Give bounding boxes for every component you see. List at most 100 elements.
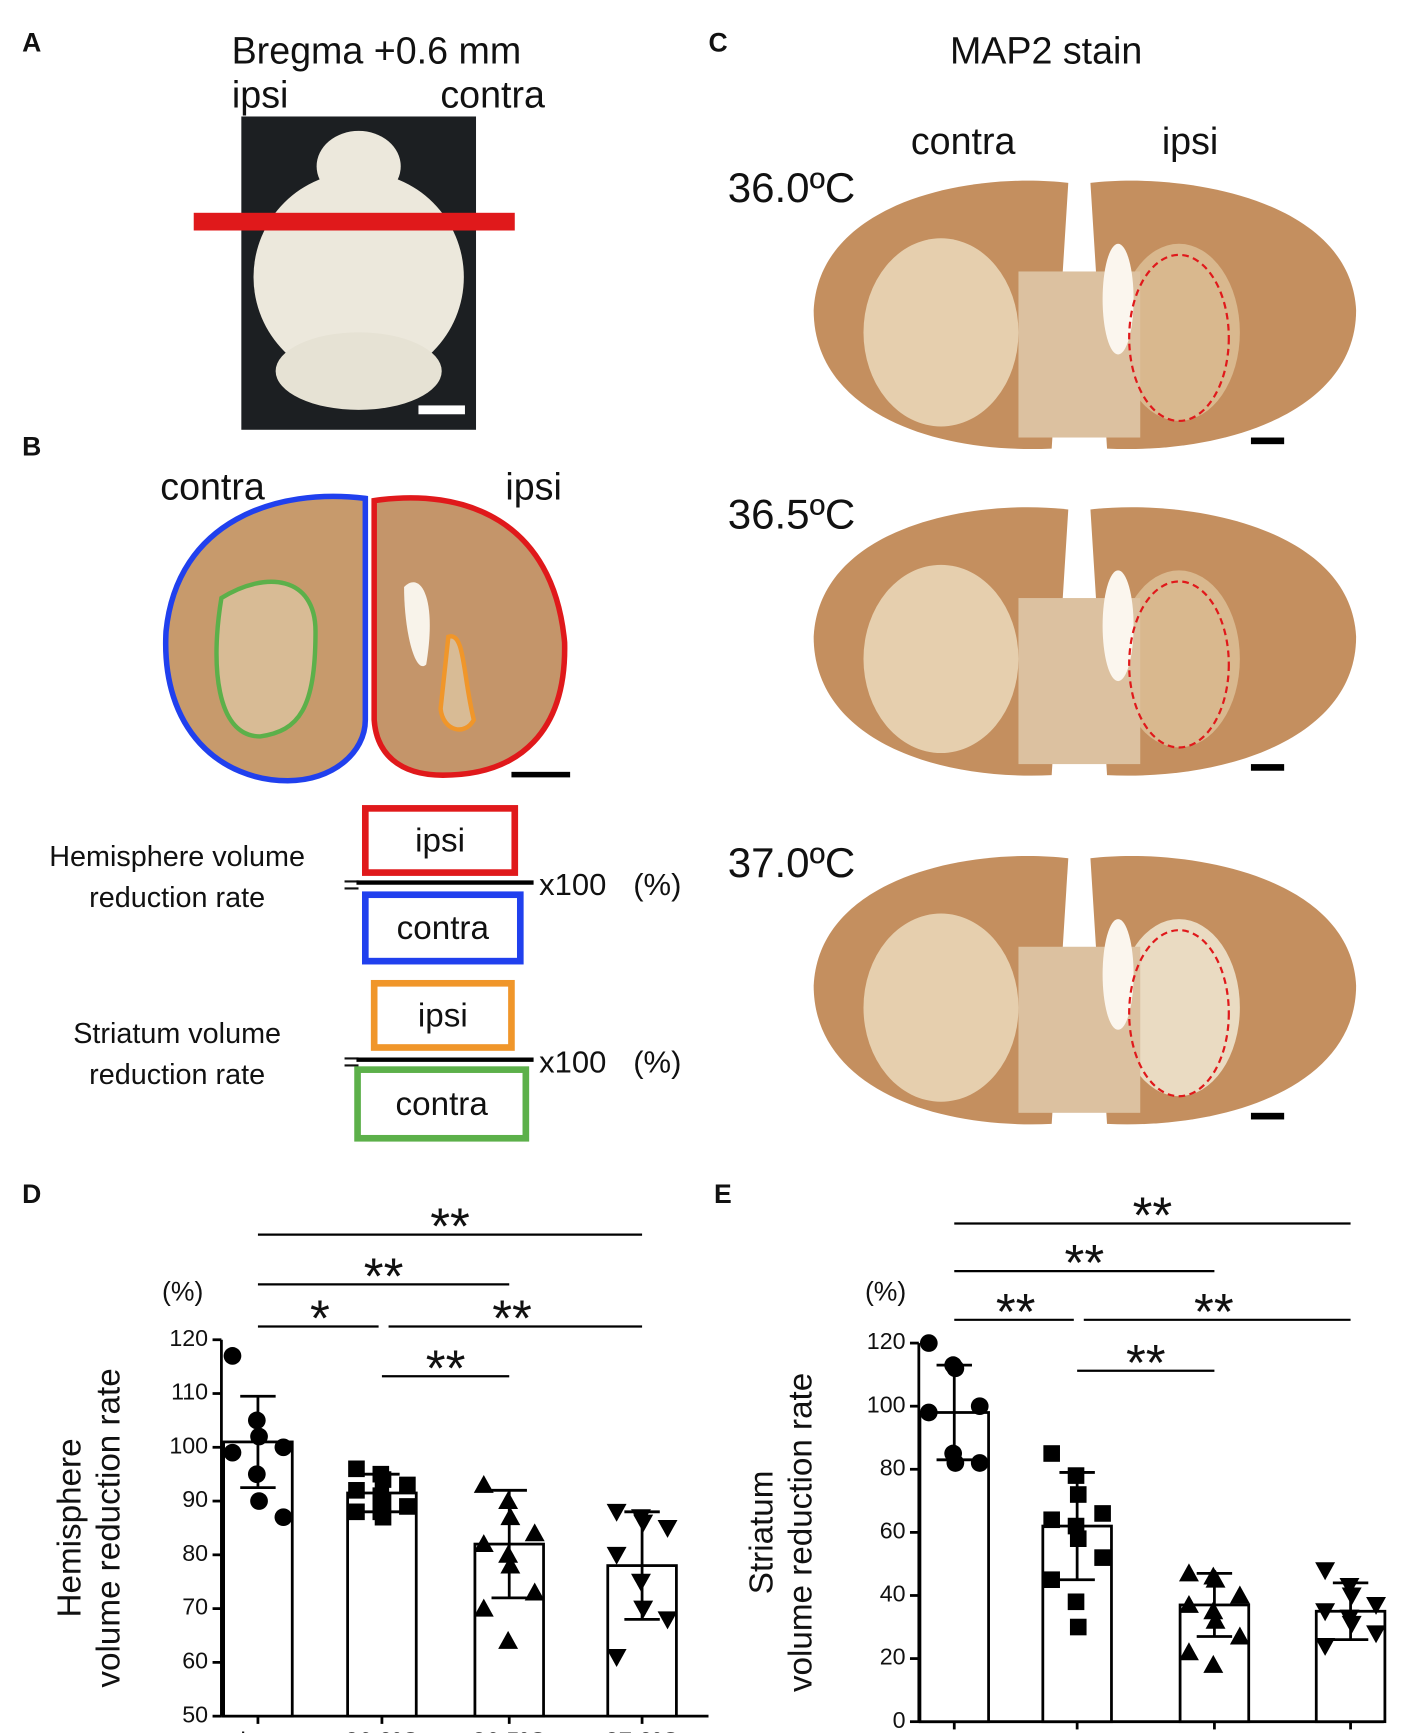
brain-slice [813,180,1357,450]
point [473,1474,494,1493]
y-tick-label: 50 [182,1701,208,1727]
side-label: ipsi [1162,120,1218,162]
scale-bar [1250,764,1285,771]
y-tick-label: 100 [169,1432,208,1458]
point [1229,1626,1250,1645]
point [473,1598,494,1617]
significance-label: ** [492,1289,532,1346]
side-label: ipsi [232,74,288,116]
ventricle [1102,919,1134,1030]
equals: = [343,870,360,902]
y-tick-label: 80 [880,1454,906,1480]
point [970,1454,989,1472]
striatum [1118,919,1240,1097]
y-tick-label: 0 [893,1707,906,1733]
point [1043,1571,1060,1589]
brain-slice [813,507,1357,776]
equation-name: reduction rate [89,1059,265,1091]
point [1094,1505,1111,1522]
factor: x100 [539,867,606,902]
significance-label: ** [996,1283,1036,1340]
bar [346,1491,418,1718]
brain-slice [163,493,571,784]
scale-bar [1250,1112,1285,1120]
point [1043,1511,1060,1529]
point [524,1523,545,1542]
y-tick-label: 120 [867,1328,906,1354]
point [348,1460,365,1478]
point [606,1649,627,1667]
error-bar [1059,1471,1095,1582]
panel-label: A [22,28,41,58]
side-label: contra [911,120,1016,162]
denominator: contra [396,1086,489,1123]
panel-title: Bregma +0.6 mm [232,29,522,71]
box [361,891,524,965]
y-axis-label: Striatum [744,1471,781,1595]
point [250,1492,268,1510]
striatum [863,564,1019,754]
point [1178,1563,1199,1582]
point [1315,1637,1336,1656]
point [606,1546,627,1565]
side-label: contra [160,465,265,507]
side-label: ipsi [505,465,561,507]
point [274,1438,293,1457]
point [919,1403,938,1422]
significance-label: ** [1194,1283,1234,1340]
error-bar [364,1472,400,1514]
error-bar [1332,1581,1369,1642]
point [657,1611,678,1630]
point [919,1334,938,1352]
point [1229,1585,1250,1604]
equation-name: reduction rate [89,882,265,914]
row-label: 37.0ºC [728,839,856,886]
y-tick-label: 100 [867,1391,906,1417]
box [361,805,519,876]
point [274,1508,293,1527]
brain-slice [813,855,1357,1125]
significance-label: ** [426,1339,466,1396]
significance-label: ** [364,1247,404,1304]
x-tick-label: 36.5ºC [472,1728,546,1733]
y-unit: (%) [865,1276,906,1306]
box [370,979,515,1051]
y-unit: (%) [162,1276,203,1306]
error-bar [1196,1572,1233,1638]
point [1067,1593,1085,1611]
panel-title: MAP2 stain [950,29,1142,71]
panel-label: E [714,1179,732,1209]
point [498,1630,519,1649]
equation-name: Hemisphere volume [49,841,305,873]
significance-label: ** [1126,1334,1166,1391]
chart: D 50 60 70 80 90 100 110 120 (%) Hemisphere volume … [22,1179,709,1733]
y-tick-label: 60 [182,1648,208,1674]
point [1366,1596,1387,1615]
unit: (%) [633,867,681,902]
error-bar [936,1363,972,1462]
equation-name: Striatum volume [73,1018,281,1050]
point [1069,1618,1087,1636]
ventricle [1102,243,1134,355]
y-tick-label: 60 [880,1518,906,1544]
x-tick-label: 36.0ºC [345,1728,419,1733]
y-axis-label: Hemisphere [52,1438,89,1617]
point [473,1534,494,1553]
point [1178,1642,1199,1661]
significance-label: ** [430,1198,470,1255]
row-label: 36.0ºC [728,164,856,211]
point [348,1482,365,1499]
unit: (%) [633,1044,681,1079]
y-tick-label: 40 [880,1581,906,1607]
y-tick-label: 70 [182,1594,208,1620]
striatum [863,913,1019,1102]
scale-bar [1250,437,1285,445]
point [1203,1654,1224,1673]
point [1366,1625,1387,1644]
point [399,1498,416,1515]
y-axis-label: volume reduction rate [90,1368,127,1687]
significance-label: ** [1133,1187,1173,1244]
point [399,1476,416,1494]
